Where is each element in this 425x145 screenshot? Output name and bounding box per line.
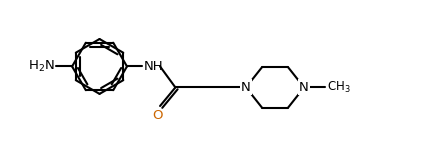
Text: N: N <box>299 80 309 94</box>
Text: H$_2$N: H$_2$N <box>28 59 54 74</box>
Text: O: O <box>152 109 162 122</box>
Text: CH$_3$: CH$_3$ <box>327 80 351 95</box>
Text: NH: NH <box>144 60 164 72</box>
Text: N: N <box>241 80 251 94</box>
